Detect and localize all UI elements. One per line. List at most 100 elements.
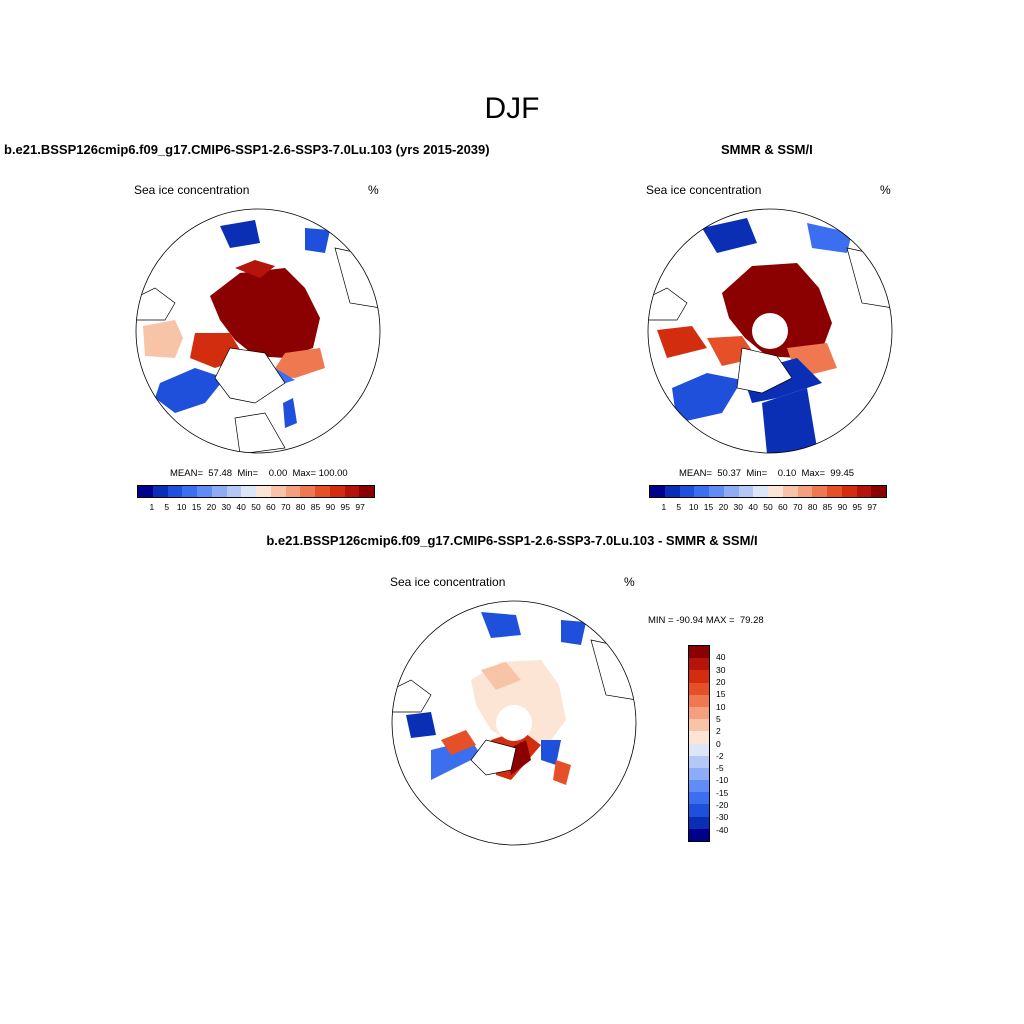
- colorbar-tick-label: 97: [867, 502, 877, 512]
- panel2-colorbar: [649, 485, 887, 498]
- colorbar-tick-label: 90: [325, 502, 336, 512]
- colorbar-swatch: [689, 816, 709, 829]
- panel2-variable: Sea ice concentration: [646, 183, 762, 197]
- colorbar-swatch: [689, 694, 709, 707]
- season-title: DJF: [484, 92, 540, 125]
- panel1-colorbar-labels: 1 5 10 15 20 30 40 50 60 70 80 85 90 95 97: [137, 502, 375, 514]
- colorbar-swatch: [827, 486, 842, 497]
- colorbar-tick-label: 2: [716, 726, 721, 737]
- colorbar-tick-label: 10: [716, 701, 726, 712]
- colorbar-tick-label: 10: [688, 502, 699, 512]
- colorbar-swatch: [182, 486, 197, 497]
- colorbar-swatch: [650, 486, 665, 497]
- panel1-polar-map: [135, 208, 381, 454]
- colorbar-tick-label: -15: [716, 787, 729, 798]
- colorbar-tick-label: 5: [716, 713, 721, 724]
- colorbar-swatch: [211, 486, 227, 497]
- colorbar-swatch: [812, 486, 827, 497]
- colorbar-swatch: [689, 792, 709, 805]
- colorbar-swatch: [256, 486, 271, 497]
- panel2-stats: MEAN= 50.37 Min= 0.10 Max= 99.45: [679, 468, 855, 479]
- panel2-colorbar-labels: 1 5 10 15 20 30 40 50 60 70 80 85 90 95 97: [649, 502, 887, 514]
- colorbar-swatch: [689, 731, 709, 744]
- colorbar-tick-label: 1: [661, 502, 667, 512]
- colorbar-tick-label: 60: [778, 502, 788, 512]
- colorbar-tick-label: 95: [340, 502, 350, 512]
- colorbar-tick-label: 80: [295, 502, 306, 512]
- colorbar-swatch: [315, 486, 330, 497]
- colorbar-swatch: [679, 486, 695, 497]
- colorbar-swatch: [689, 682, 709, 695]
- colorbar-tick-label: 70: [793, 502, 803, 512]
- panel3-title: b.e21.BSSP126cmip6.f09_g17.CMIP6-SSP1-2.…: [266, 533, 758, 548]
- colorbar-tick-label: -10: [716, 775, 729, 786]
- colorbar-swatch: [689, 755, 709, 768]
- colorbar-tick-label: 90: [837, 502, 848, 512]
- colorbar-tick-label: -20: [716, 800, 729, 811]
- colorbar-tick-label: 40: [748, 502, 758, 512]
- panel2-polar-map: [647, 208, 893, 454]
- colorbar-swatch: [723, 486, 739, 497]
- colorbar-swatch: [689, 828, 709, 841]
- colorbar-swatch: [841, 486, 857, 497]
- panel1-colorbar: [137, 485, 375, 498]
- colorbar-swatch: [285, 486, 301, 497]
- panel3-polar-map: [391, 600, 637, 846]
- colorbar-tick-label: 15: [703, 502, 714, 512]
- panel3-stats: MIN = -90.94 MAX = 79.28: [648, 615, 764, 626]
- colorbar-tick-label: 60: [266, 502, 276, 512]
- colorbar-swatch: [689, 706, 709, 720]
- colorbar-swatch: [689, 670, 709, 683]
- colorbar-swatch: [738, 486, 754, 497]
- panel3-colorbar: [688, 645, 710, 842]
- colorbar-swatch: [167, 486, 183, 497]
- panel2-title: SMMR & SSM/I: [721, 142, 813, 157]
- colorbar-swatch: [689, 767, 709, 781]
- colorbar-tick-label: -2: [716, 750, 724, 761]
- colorbar-swatch: [138, 486, 153, 497]
- colorbar-tick-label: 20: [716, 676, 726, 687]
- colorbar-swatch: [694, 486, 709, 497]
- colorbar-swatch: [270, 486, 286, 497]
- panel3-units: %: [624, 575, 635, 589]
- colorbar-tick-label: 1: [149, 502, 155, 512]
- colorbar-swatch: [359, 486, 374, 497]
- colorbar-tick-label: 85: [822, 502, 833, 512]
- colorbar-tick-label: 5: [164, 502, 170, 512]
- colorbar-swatch: [871, 486, 886, 497]
- colorbar-swatch: [689, 804, 709, 817]
- colorbar-tick-label: 20: [206, 502, 217, 512]
- colorbar-tick-label: 15: [191, 502, 202, 512]
- colorbar-swatch: [689, 719, 709, 732]
- panel1-title: b.e21.BSSP126cmip6.f09_g17.CMIP6-SSP1-2.…: [4, 142, 490, 157]
- colorbar-tick-label: -40: [716, 824, 729, 835]
- panel3-colorbar-labels: 40 30 20 15 10 5 2 0 -2 -5 -10 -15 -20 -30 -40: [716, 645, 756, 842]
- panel1-variable: Sea ice concentration: [134, 183, 250, 197]
- colorbar-swatch: [782, 486, 798, 497]
- colorbar-swatch: [241, 486, 256, 497]
- colorbar-swatch: [753, 486, 768, 497]
- colorbar-tick-label: 0: [716, 738, 721, 749]
- panel1-stats: MEAN= 57.48 Min= 0.00 Max= 100.00: [170, 468, 348, 479]
- panel1-units: %: [368, 183, 379, 197]
- colorbar-tick-label: 30: [221, 502, 231, 512]
- colorbar-tick-label: 50: [763, 502, 773, 512]
- colorbar-tick-label: 50: [251, 502, 261, 512]
- colorbar-tick-label: 70: [281, 502, 291, 512]
- colorbar-swatch: [152, 486, 168, 497]
- colorbar-tick-label: 85: [310, 502, 321, 512]
- colorbar-swatch: [797, 486, 813, 497]
- colorbar-tick-label: 40: [236, 502, 246, 512]
- colorbar-tick-label: 10: [176, 502, 187, 512]
- colorbar-tick-label: 80: [807, 502, 818, 512]
- colorbar-swatch: [329, 486, 345, 497]
- colorbar-tick-label: 95: [852, 502, 862, 512]
- colorbar-swatch: [344, 486, 360, 497]
- colorbar-swatch: [197, 486, 212, 497]
- colorbar-swatch: [664, 486, 680, 497]
- colorbar-swatch: [689, 658, 709, 671]
- colorbar-tick-label: 30: [733, 502, 743, 512]
- colorbar-swatch: [689, 646, 709, 659]
- colorbar-swatch: [300, 486, 315, 497]
- colorbar-swatch: [689, 780, 709, 793]
